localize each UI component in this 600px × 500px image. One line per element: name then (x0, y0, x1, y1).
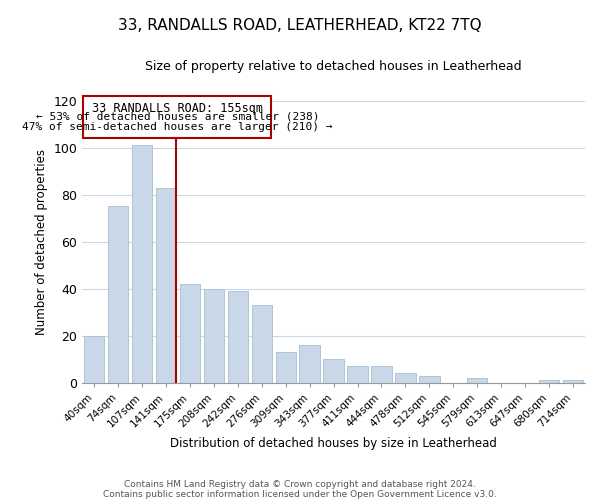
X-axis label: Distribution of detached houses by size in Leatherhead: Distribution of detached houses by size … (170, 437, 497, 450)
FancyBboxPatch shape (83, 96, 271, 138)
Bar (419, 376, 440, 383)
Bar (539, 380, 559, 383)
Text: 33 RANDALLS ROAD: 155sqm: 33 RANDALLS ROAD: 155sqm (92, 102, 263, 114)
Bar (395, 374, 416, 383)
Text: ← 53% of detached houses are smaller (238): ← 53% of detached houses are smaller (23… (35, 111, 319, 121)
Bar (563, 380, 583, 383)
Bar (108, 206, 128, 383)
Bar (180, 284, 200, 383)
Bar (299, 345, 320, 383)
Bar (251, 305, 272, 383)
Bar (156, 188, 176, 383)
Bar (84, 336, 104, 383)
Text: Contains HM Land Registry data © Crown copyright and database right 2024.: Contains HM Land Registry data © Crown c… (124, 480, 476, 489)
Bar (227, 291, 248, 383)
Bar (323, 360, 344, 383)
Bar (275, 352, 296, 383)
Text: 33, RANDALLS ROAD, LEATHERHEAD, KT22 7TQ: 33, RANDALLS ROAD, LEATHERHEAD, KT22 7TQ (118, 18, 482, 32)
Y-axis label: Number of detached properties: Number of detached properties (35, 148, 48, 334)
Bar (204, 288, 224, 383)
Bar (132, 145, 152, 383)
Bar (347, 366, 368, 383)
Bar (371, 366, 392, 383)
Text: Contains public sector information licensed under the Open Government Licence v3: Contains public sector information licen… (103, 490, 497, 499)
Title: Size of property relative to detached houses in Leatherhead: Size of property relative to detached ho… (145, 60, 522, 73)
Text: 47% of semi-detached houses are larger (210) →: 47% of semi-detached houses are larger (… (22, 122, 332, 132)
Bar (467, 378, 487, 383)
